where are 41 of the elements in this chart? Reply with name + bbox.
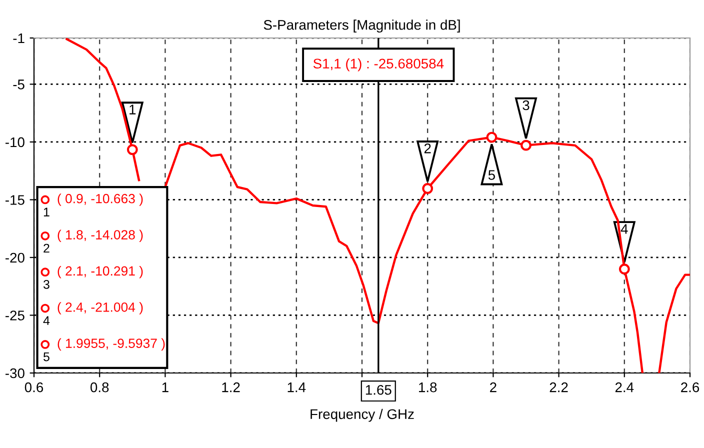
x-tick-label: 1: [162, 382, 168, 392]
y-tick-label: -1: [13, 33, 24, 44]
point: [520, 140, 532, 151]
x-tick-label: 1.4: [288, 382, 306, 392]
x-tick-label: 1.8: [419, 382, 437, 392]
x-tick-label: 1.2: [222, 382, 240, 392]
x-tick-label: 2: [490, 382, 496, 392]
annotation: 3: [522, 100, 530, 110]
text: 3: [43, 280, 50, 289]
y-tick-label: -10: [6, 137, 24, 148]
y-tick-label: -25: [6, 310, 24, 320]
text: 2: [44, 244, 50, 253]
text: 5: [43, 352, 50, 362]
x-tick-label: 0.8: [90, 382, 109, 392]
ref-line-label: 1.65: [366, 384, 392, 395]
y-tick-label: -20: [6, 252, 24, 263]
annotation: ( 1.8, -14.028 ): [58, 230, 143, 242]
text: 1: [44, 208, 50, 216]
point: [486, 132, 498, 143]
annotation: ( 2.1, -10.291 ): [58, 266, 143, 278]
point: [422, 183, 434, 194]
y-tick-label: -30: [6, 368, 24, 378]
annotation: 1: [130, 104, 136, 114]
x-tick-label: 0.6: [24, 382, 44, 392]
y-tick-label: -15: [6, 195, 24, 205]
point: [126, 144, 138, 156]
y-tick-label: -5: [13, 80, 24, 90]
annotation: 5: [488, 170, 496, 180]
chart-title: S-Parameters [Magnitude in dB]: [264, 20, 460, 33]
annotation: 4: [620, 224, 628, 234]
annotation: S1,1 (1) : -25.680584: [313, 58, 444, 72]
annotation: 2: [424, 144, 431, 154]
annotation: ( 2.4, -21.004 ): [58, 302, 143, 314]
annotation: ( 1.9955, -9.5937 ): [58, 338, 165, 351]
x-tick-label: 2.4: [615, 382, 634, 392]
text: 4: [43, 316, 50, 325]
x-tick-label: 2.2: [550, 382, 568, 392]
point: [618, 264, 630, 275]
x-axis-title: Frequency / GHz: [310, 408, 414, 422]
x-tick-label: 2.6: [681, 382, 700, 392]
annotation: ( 0.9, -10.663 ): [58, 194, 143, 206]
